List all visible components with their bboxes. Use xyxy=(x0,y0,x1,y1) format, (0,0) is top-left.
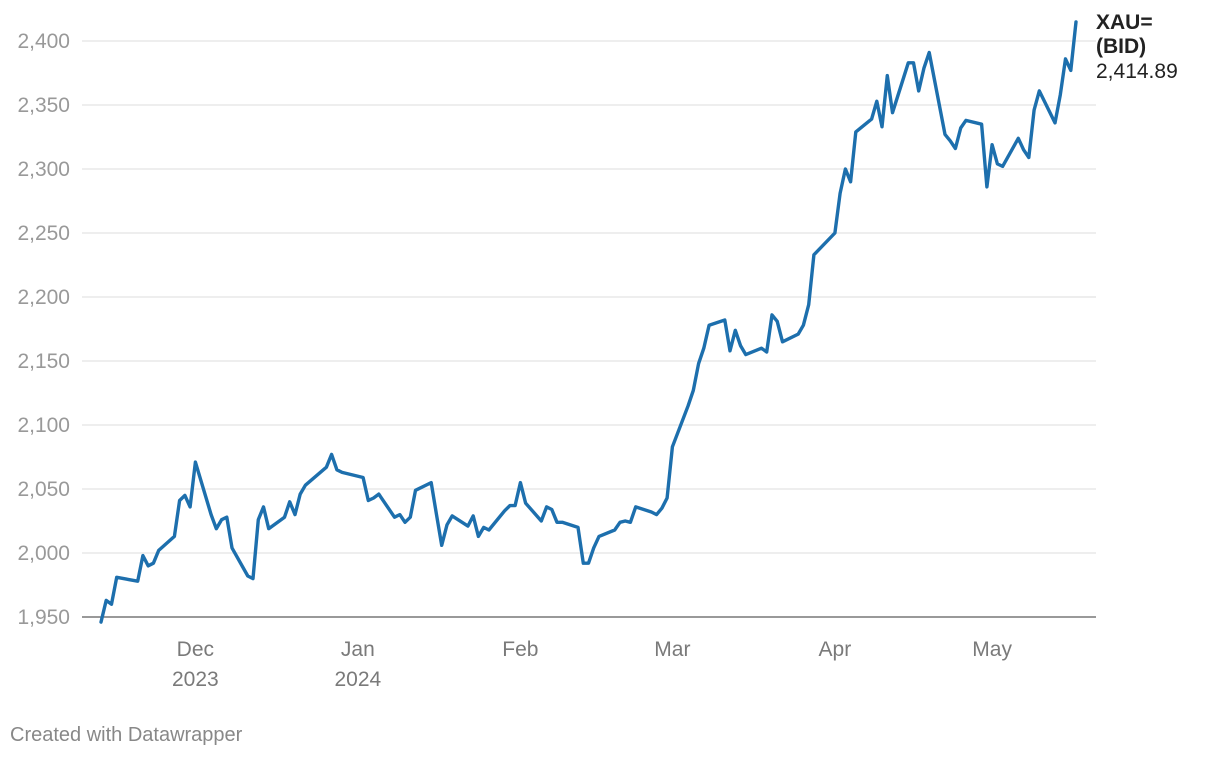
series-end-label: XAU=(BID)2,414.89 xyxy=(1096,11,1178,83)
y-tick-label: 2,150 xyxy=(17,350,70,373)
series-name-label: (BID) xyxy=(1096,35,1146,58)
y-axis-tick-labels: 1,950 2,000 2,050 2,100 2,150 2,200 2,250 2,300… xyxy=(17,30,70,629)
x-tick-label-year: 2024 xyxy=(334,668,381,691)
x-tick-label: Feb xyxy=(502,638,538,661)
y-tick-label: 2,250 xyxy=(17,222,70,245)
y-tick-label: 2,200 xyxy=(17,286,70,309)
x-tick-label: May xyxy=(972,638,1012,661)
series-line-xau xyxy=(99,20,1078,624)
datawrapper-credit: Created with Datawrapper xyxy=(10,724,243,746)
x-tick-label-year: 2023 xyxy=(172,668,219,691)
x-tick-label: Mar xyxy=(654,638,690,661)
y-tick-label: 2,350 xyxy=(17,94,70,117)
x-tick-label: Apr xyxy=(819,638,852,661)
series-last-value-label: 2,414.89 xyxy=(1096,60,1178,83)
series-layer xyxy=(99,20,1078,624)
y-tick-label: 2,400 xyxy=(17,30,70,53)
y-tick-label: 2,100 xyxy=(17,414,70,437)
x-axis-tick-labels: Dec 2023 Jan 2024 Feb Mar Apr May xyxy=(172,638,1012,691)
series-name-label: XAU= xyxy=(1096,11,1153,34)
x-tick-label: Jan xyxy=(341,638,375,661)
y-tick-label: 2,000 xyxy=(17,542,70,565)
y-tick-label: 2,050 xyxy=(17,478,70,501)
y-tick-label: 1,950 xyxy=(17,606,70,629)
x-tick-label: Dec xyxy=(177,638,214,661)
gridlines xyxy=(82,40,1096,618)
y-tick-label: 2,300 xyxy=(17,158,70,181)
